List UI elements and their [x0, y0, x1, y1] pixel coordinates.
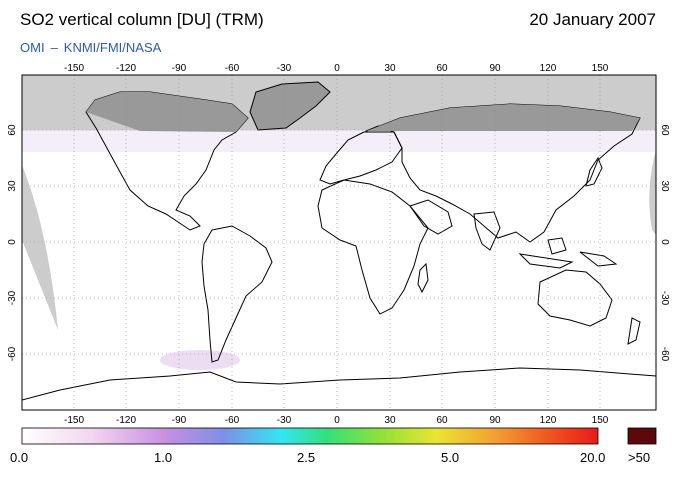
new-guinea-outline: [579, 251, 618, 267]
madagascar-outline: [417, 262, 429, 294]
north-america-arctic: [86, 92, 248, 132]
south-pacific-so2-streak: [160, 350, 240, 370]
lon-tick-bottom: -90: [172, 415, 187, 426]
lon-tick-top: 30: [384, 63, 396, 74]
lon-tick-bottom: -30: [277, 415, 292, 426]
scale-label-3: 5.0: [441, 450, 460, 465]
lon-tick-bottom: 90: [489, 415, 501, 426]
credit-line: OMI – KNMI/FMI/NASA: [20, 40, 161, 55]
scale-label-0: 0.0: [10, 450, 29, 465]
lat-tick-right: -30: [659, 291, 670, 306]
retrieval-noise-band: [22, 130, 656, 152]
india-outline: [473, 211, 501, 251]
color-scale-bar: [21, 427, 599, 445]
lat-tick-left: -60: [7, 346, 18, 361]
antarctica-outline: [22, 367, 656, 410]
credit-agencies: KNMI/FMI/NASA: [63, 40, 162, 55]
lon-tick-bottom: -150: [64, 415, 84, 426]
lon-tick-top: 60: [436, 63, 448, 74]
map-title: SO2 vertical column [DU] (TRM): [20, 10, 264, 29]
africa-outline: [317, 179, 429, 315]
lon-tick-bottom: 60: [436, 415, 448, 426]
graticule: [22, 75, 656, 410]
lon-tick-bottom: -120: [116, 415, 136, 426]
lon-tick-top: 0: [334, 63, 340, 74]
scale-label-overflow: >50: [628, 450, 651, 465]
lon-tick-top: 120: [540, 63, 557, 74]
south-america-outline: [201, 225, 273, 363]
lat-tick-right: 60: [659, 124, 670, 136]
lat-tick-left: 30: [7, 180, 18, 192]
lat-tick-left: 60: [7, 124, 18, 136]
orbit-gap-east: [649, 150, 656, 235]
lon-ticks-bottom: -150 -120 -90 -60 -30 0 30 60 90 120 150: [64, 415, 609, 426]
lon-tick-bottom: 0: [334, 415, 340, 426]
credit-separator: –: [50, 40, 58, 55]
north-america-outline: [85, 91, 249, 231]
lon-tick-top: 150: [592, 63, 609, 74]
map-layers: [22, 75, 656, 410]
lat-tick-right: 0: [659, 239, 670, 245]
lon-tick-top: -120: [116, 63, 136, 74]
arabia-outline: [409, 199, 453, 235]
map-frame: [21, 74, 657, 411]
lon-ticks-top: -150 -120 -90 -60 -30 0 30 60 90 120 150: [64, 63, 609, 74]
lat-ticks-left: 60 30 0 -30 -60: [7, 124, 18, 361]
scale-label-2: 2.5: [297, 450, 316, 465]
asia-outline: [363, 103, 641, 243]
lat-tick-right: -60: [659, 347, 670, 362]
australia-outline: [537, 269, 613, 327]
lon-tick-bottom: 30: [384, 415, 396, 426]
scale-label-1: 1.0: [154, 450, 173, 465]
borneo-outline: [547, 237, 567, 255]
lon-tick-bottom: 150: [592, 415, 609, 426]
new-zealand-outline: [627, 317, 641, 345]
lon-tick-bottom: -60: [225, 415, 240, 426]
lat-tick-left: -30: [7, 290, 18, 305]
lon-tick-top: -60: [225, 63, 240, 74]
lon-tick-top: 90: [489, 63, 501, 74]
scale-label-4: 20.0: [580, 450, 606, 465]
color-scale-overflow-swatch: [627, 427, 657, 445]
lat-ticks-right: 60 30 0 -30 -60: [659, 124, 670, 361]
greenland-outline: [249, 81, 331, 131]
lon-tick-top: -30: [277, 63, 292, 74]
orbit-gap-west: [22, 165, 58, 330]
credit-instrument: OMI: [20, 40, 45, 55]
asia-arctic: [364, 104, 640, 132]
coastlines: [22, 81, 656, 410]
lon-tick-bottom: 120: [540, 415, 557, 426]
japan-outline: [585, 156, 603, 187]
lat-tick-left: 0: [7, 239, 18, 245]
map-date: 20 January 2007: [529, 10, 656, 29]
lon-tick-top: -90: [172, 63, 187, 74]
lat-tick-right: 30: [659, 180, 670, 192]
lon-tick-top: -150: [64, 63, 84, 74]
indonesia-outline: [518, 253, 574, 269]
